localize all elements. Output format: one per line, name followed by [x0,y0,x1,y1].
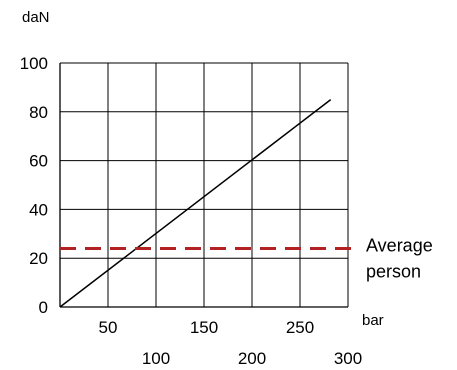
labels: daN bar Average person [22,9,433,329]
y-tick-label-80: 80 [29,103,48,122]
grid [59,62,349,308]
average-person-label-line2: person [366,261,421,281]
series [59,99,332,308]
y-axis-label: daN [22,9,50,26]
series-line-0 [59,99,332,308]
y-tick-label-20: 20 [29,249,48,268]
y-tick-label-0: 0 [39,298,48,317]
x-tick-label-300: 300 [334,349,362,368]
y-tick-label-40: 40 [29,200,48,219]
x-tick-label-150: 150 [190,318,218,337]
x-axis-label: bar [362,312,384,329]
x-tick-label-100: 100 [142,349,170,368]
x-tick-label-50: 50 [99,318,118,337]
x-tick-label-250: 250 [286,318,314,337]
x-tick-label-200: 200 [238,349,266,368]
average-person-label-line1: Average [366,235,433,255]
y-tick-label-100: 100 [20,54,48,73]
axes: 0 20 40 60 80 100 50 150 250 100 200 300 [20,54,363,368]
y-tick-label-60: 60 [29,152,48,171]
